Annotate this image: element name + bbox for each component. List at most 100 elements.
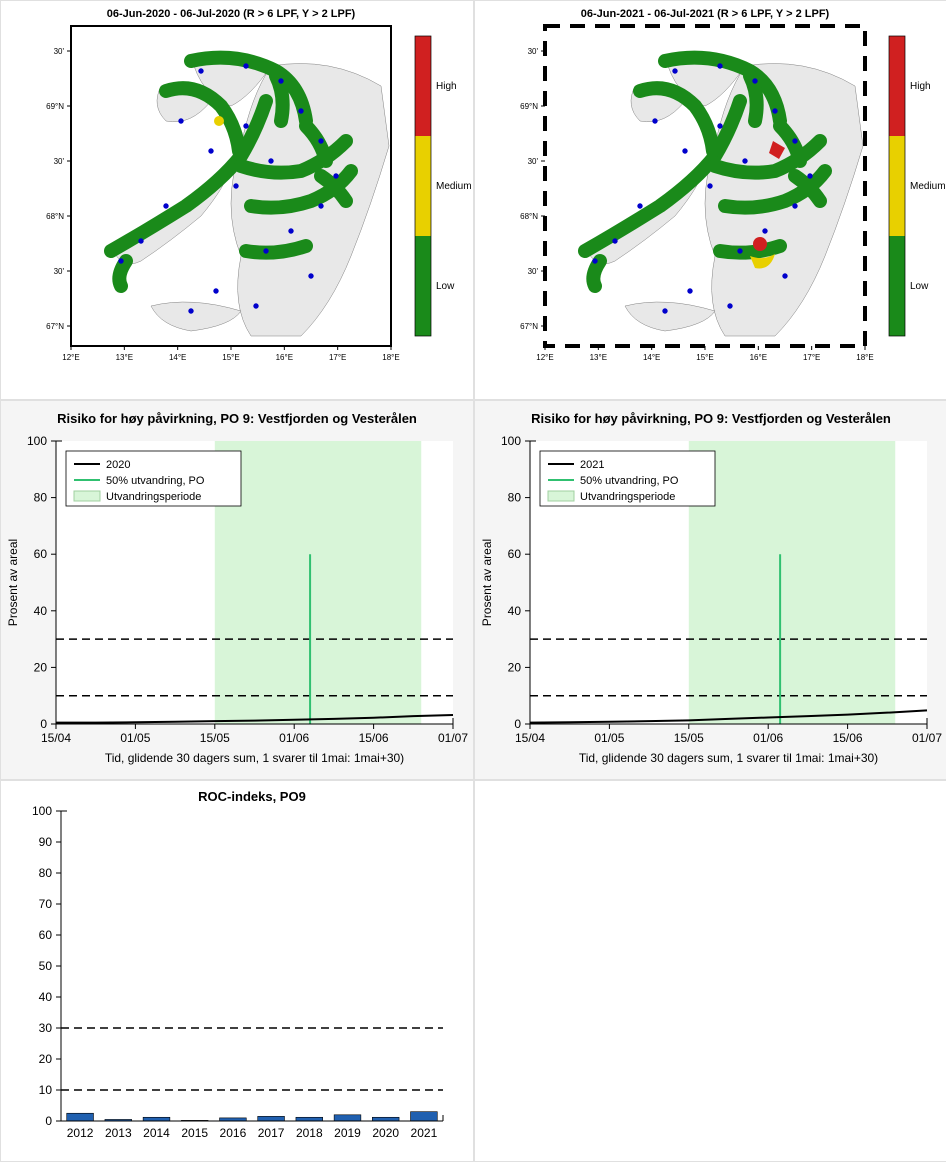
svg-text:15/06: 15/06	[359, 731, 389, 745]
empty-panel	[474, 780, 946, 1162]
svg-text:Utvandringsperiode: Utvandringsperiode	[106, 491, 201, 503]
svg-text:17°E: 17°E	[803, 353, 820, 362]
svg-text:2021: 2021	[411, 1126, 438, 1140]
svg-text:20: 20	[508, 660, 522, 674]
svg-text:01/07: 01/07	[912, 731, 942, 745]
svg-text:68°N: 68°N	[46, 212, 64, 221]
x-axis-label: Tid, glidende 30 dagers sum, 1 svarer ti…	[105, 751, 404, 765]
svg-text:15/04: 15/04	[41, 731, 71, 745]
bar	[296, 1117, 323, 1121]
svg-text:15°E: 15°E	[222, 353, 239, 362]
svg-text:0: 0	[40, 717, 47, 731]
svg-text:100: 100	[501, 434, 521, 448]
svg-text:15/05: 15/05	[674, 731, 704, 745]
svg-text:2018: 2018	[296, 1126, 323, 1140]
map-panel-2021: 06-Jun-2021 - 06-Jul-2021 (R > 6 LPF, Y …	[474, 0, 946, 400]
svg-text:12°E: 12°E	[536, 353, 553, 362]
svg-text:01/06: 01/06	[279, 731, 309, 745]
svg-text:30': 30'	[528, 47, 539, 56]
svg-text:Low: Low	[436, 281, 455, 292]
migration-period	[689, 441, 895, 724]
svg-text:2021: 2021	[580, 459, 604, 471]
svg-text:30': 30'	[54, 267, 65, 276]
risk-chart-2020: Risiko for høy påvirkning, PO 9: Vestfjo…	[0, 400, 474, 780]
svg-text:69°N: 69°N	[520, 102, 538, 111]
svg-text:15/04: 15/04	[515, 731, 545, 745]
svg-text:2019: 2019	[334, 1126, 361, 1140]
svg-text:14°E: 14°E	[643, 353, 660, 362]
svg-text:18°E: 18°E	[856, 353, 873, 362]
svg-text:30': 30'	[528, 157, 539, 166]
svg-text:17°E: 17°E	[329, 353, 346, 362]
y-axis-label: Prosent av areal	[6, 539, 20, 626]
svg-text:50% utvandring, PO: 50% utvandring, PO	[580, 475, 679, 487]
bar-title: ROC-indeks, PO9	[198, 789, 306, 804]
bar	[258, 1116, 285, 1121]
svg-text:2013: 2013	[105, 1126, 132, 1140]
svg-text:90: 90	[39, 835, 53, 849]
svg-text:Utvandringsperiode: Utvandringsperiode	[580, 491, 675, 503]
svg-text:01/06: 01/06	[753, 731, 783, 745]
svg-text:70: 70	[39, 897, 53, 911]
svg-text:Medium: Medium	[910, 181, 946, 192]
svg-text:80: 80	[39, 866, 53, 880]
svg-text:60: 60	[34, 547, 48, 561]
svg-text:67°N: 67°N	[46, 322, 64, 331]
bar	[411, 1112, 438, 1121]
svg-text:40: 40	[34, 604, 48, 618]
svg-text:18°E: 18°E	[382, 353, 399, 362]
svg-text:80: 80	[508, 491, 522, 505]
svg-text:67°N: 67°N	[520, 322, 538, 331]
svg-text:15/05: 15/05	[200, 731, 230, 745]
svg-text:Low: Low	[910, 281, 929, 292]
svg-text:2020: 2020	[106, 459, 130, 471]
svg-text:2020: 2020	[372, 1126, 399, 1140]
svg-text:2017: 2017	[258, 1126, 285, 1140]
svg-text:100: 100	[32, 804, 52, 818]
svg-text:16°E: 16°E	[750, 353, 767, 362]
svg-text:60: 60	[39, 928, 53, 942]
chart-title: Risiko for høy påvirkning, PO 9: Vestfjo…	[57, 411, 417, 426]
svg-text:30: 30	[39, 1021, 53, 1035]
svg-text:40: 40	[39, 990, 53, 1004]
bar	[67, 1113, 94, 1121]
migration-period	[215, 441, 421, 724]
svg-text:80: 80	[34, 491, 48, 505]
svg-text:High: High	[436, 81, 457, 92]
svg-text:15°E: 15°E	[696, 353, 713, 362]
svg-text:20: 20	[34, 660, 48, 674]
svg-text:15/06: 15/06	[833, 731, 863, 745]
chart-title: Risiko for høy påvirkning, PO 9: Vestfjo…	[531, 411, 891, 426]
svg-text:High: High	[910, 81, 931, 92]
svg-text:60: 60	[508, 547, 522, 561]
svg-text:30': 30'	[54, 157, 65, 166]
svg-text:40: 40	[508, 604, 522, 618]
svg-text:2012: 2012	[67, 1126, 94, 1140]
svg-text:30': 30'	[528, 267, 539, 276]
svg-text:13°E: 13°E	[590, 353, 607, 362]
map-title: 06-Jun-2021 - 06-Jul-2021 (R > 6 LPF, Y …	[581, 8, 830, 20]
svg-text:01/05: 01/05	[120, 731, 150, 745]
bar	[143, 1117, 170, 1121]
y-axis-label: Prosent av areal	[480, 539, 494, 626]
svg-text:10: 10	[39, 1083, 53, 1097]
risk-chart-2021: Risiko for høy påvirkning, PO 9: Vestfjo…	[474, 400, 946, 780]
svg-text:Medium: Medium	[436, 181, 472, 192]
svg-text:30': 30'	[54, 47, 65, 56]
svg-text:20: 20	[39, 1052, 53, 1066]
bar	[334, 1115, 361, 1121]
svg-text:69°N: 69°N	[46, 102, 64, 111]
svg-text:50: 50	[39, 959, 53, 973]
svg-text:100: 100	[27, 434, 47, 448]
svg-text:68°N: 68°N	[520, 212, 538, 221]
map-panel-2020: 06-Jun-2020 - 06-Jul-2020 (R > 6 LPF, Y …	[0, 0, 474, 400]
svg-text:12°E: 12°E	[62, 353, 79, 362]
svg-text:01/05: 01/05	[594, 731, 624, 745]
bar	[372, 1117, 399, 1121]
svg-text:50% utvandring, PO: 50% utvandring, PO	[106, 475, 205, 487]
map-title: 06-Jun-2020 - 06-Jul-2020 (R > 6 LPF, Y …	[107, 8, 356, 20]
svg-text:2016: 2016	[220, 1126, 247, 1140]
svg-text:16°E: 16°E	[276, 353, 293, 362]
svg-text:01/07: 01/07	[438, 731, 468, 745]
svg-text:0: 0	[514, 717, 521, 731]
